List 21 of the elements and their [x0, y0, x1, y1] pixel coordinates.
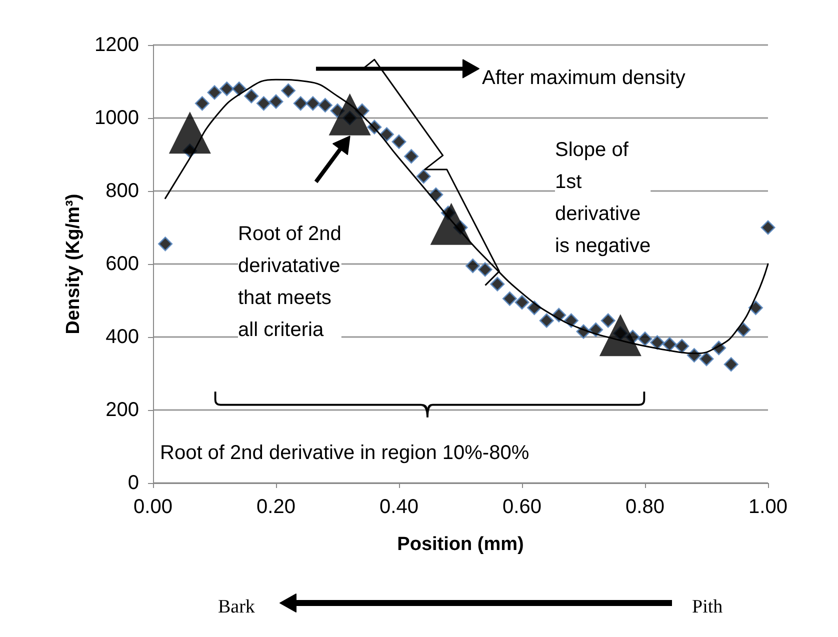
annotation: Slope of 1st derivative is negative — [555, 139, 651, 257]
y-tick-label: 0 — [128, 472, 139, 494]
y-tick-label: 400 — [106, 326, 139, 348]
annotation: After maximum density — [482, 67, 686, 89]
x-tick-label: 0.00 — [134, 496, 172, 518]
x-tick-label: 0.80 — [626, 496, 664, 518]
annotation: Root of 2nd derivative in region 10%-80% — [160, 442, 530, 464]
x-tick-label: 0.20 — [256, 496, 296, 518]
y-tick-label: 200 — [106, 399, 139, 421]
x-tick-label: 1.00 — [748, 496, 788, 518]
annotation: Root of 2nd derivatative that meets all criteria — [238, 223, 342, 341]
x-tick-label: 0.40 — [380, 496, 418, 518]
text: Pith — [692, 596, 724, 618]
y-axis-title: Density (Kg/m³) — [63, 194, 84, 334]
y-tick-label: 1000 — [94, 107, 139, 129]
x-tick-label: 0.60 — [502, 496, 542, 518]
y-tick-label: 800 — [106, 180, 139, 202]
x-axis-title: Position (mm) — [397, 534, 524, 555]
y-tick-label: 1200 — [94, 34, 139, 56]
text: Bark — [218, 596, 256, 618]
y-tick-label: 600 — [106, 253, 139, 275]
